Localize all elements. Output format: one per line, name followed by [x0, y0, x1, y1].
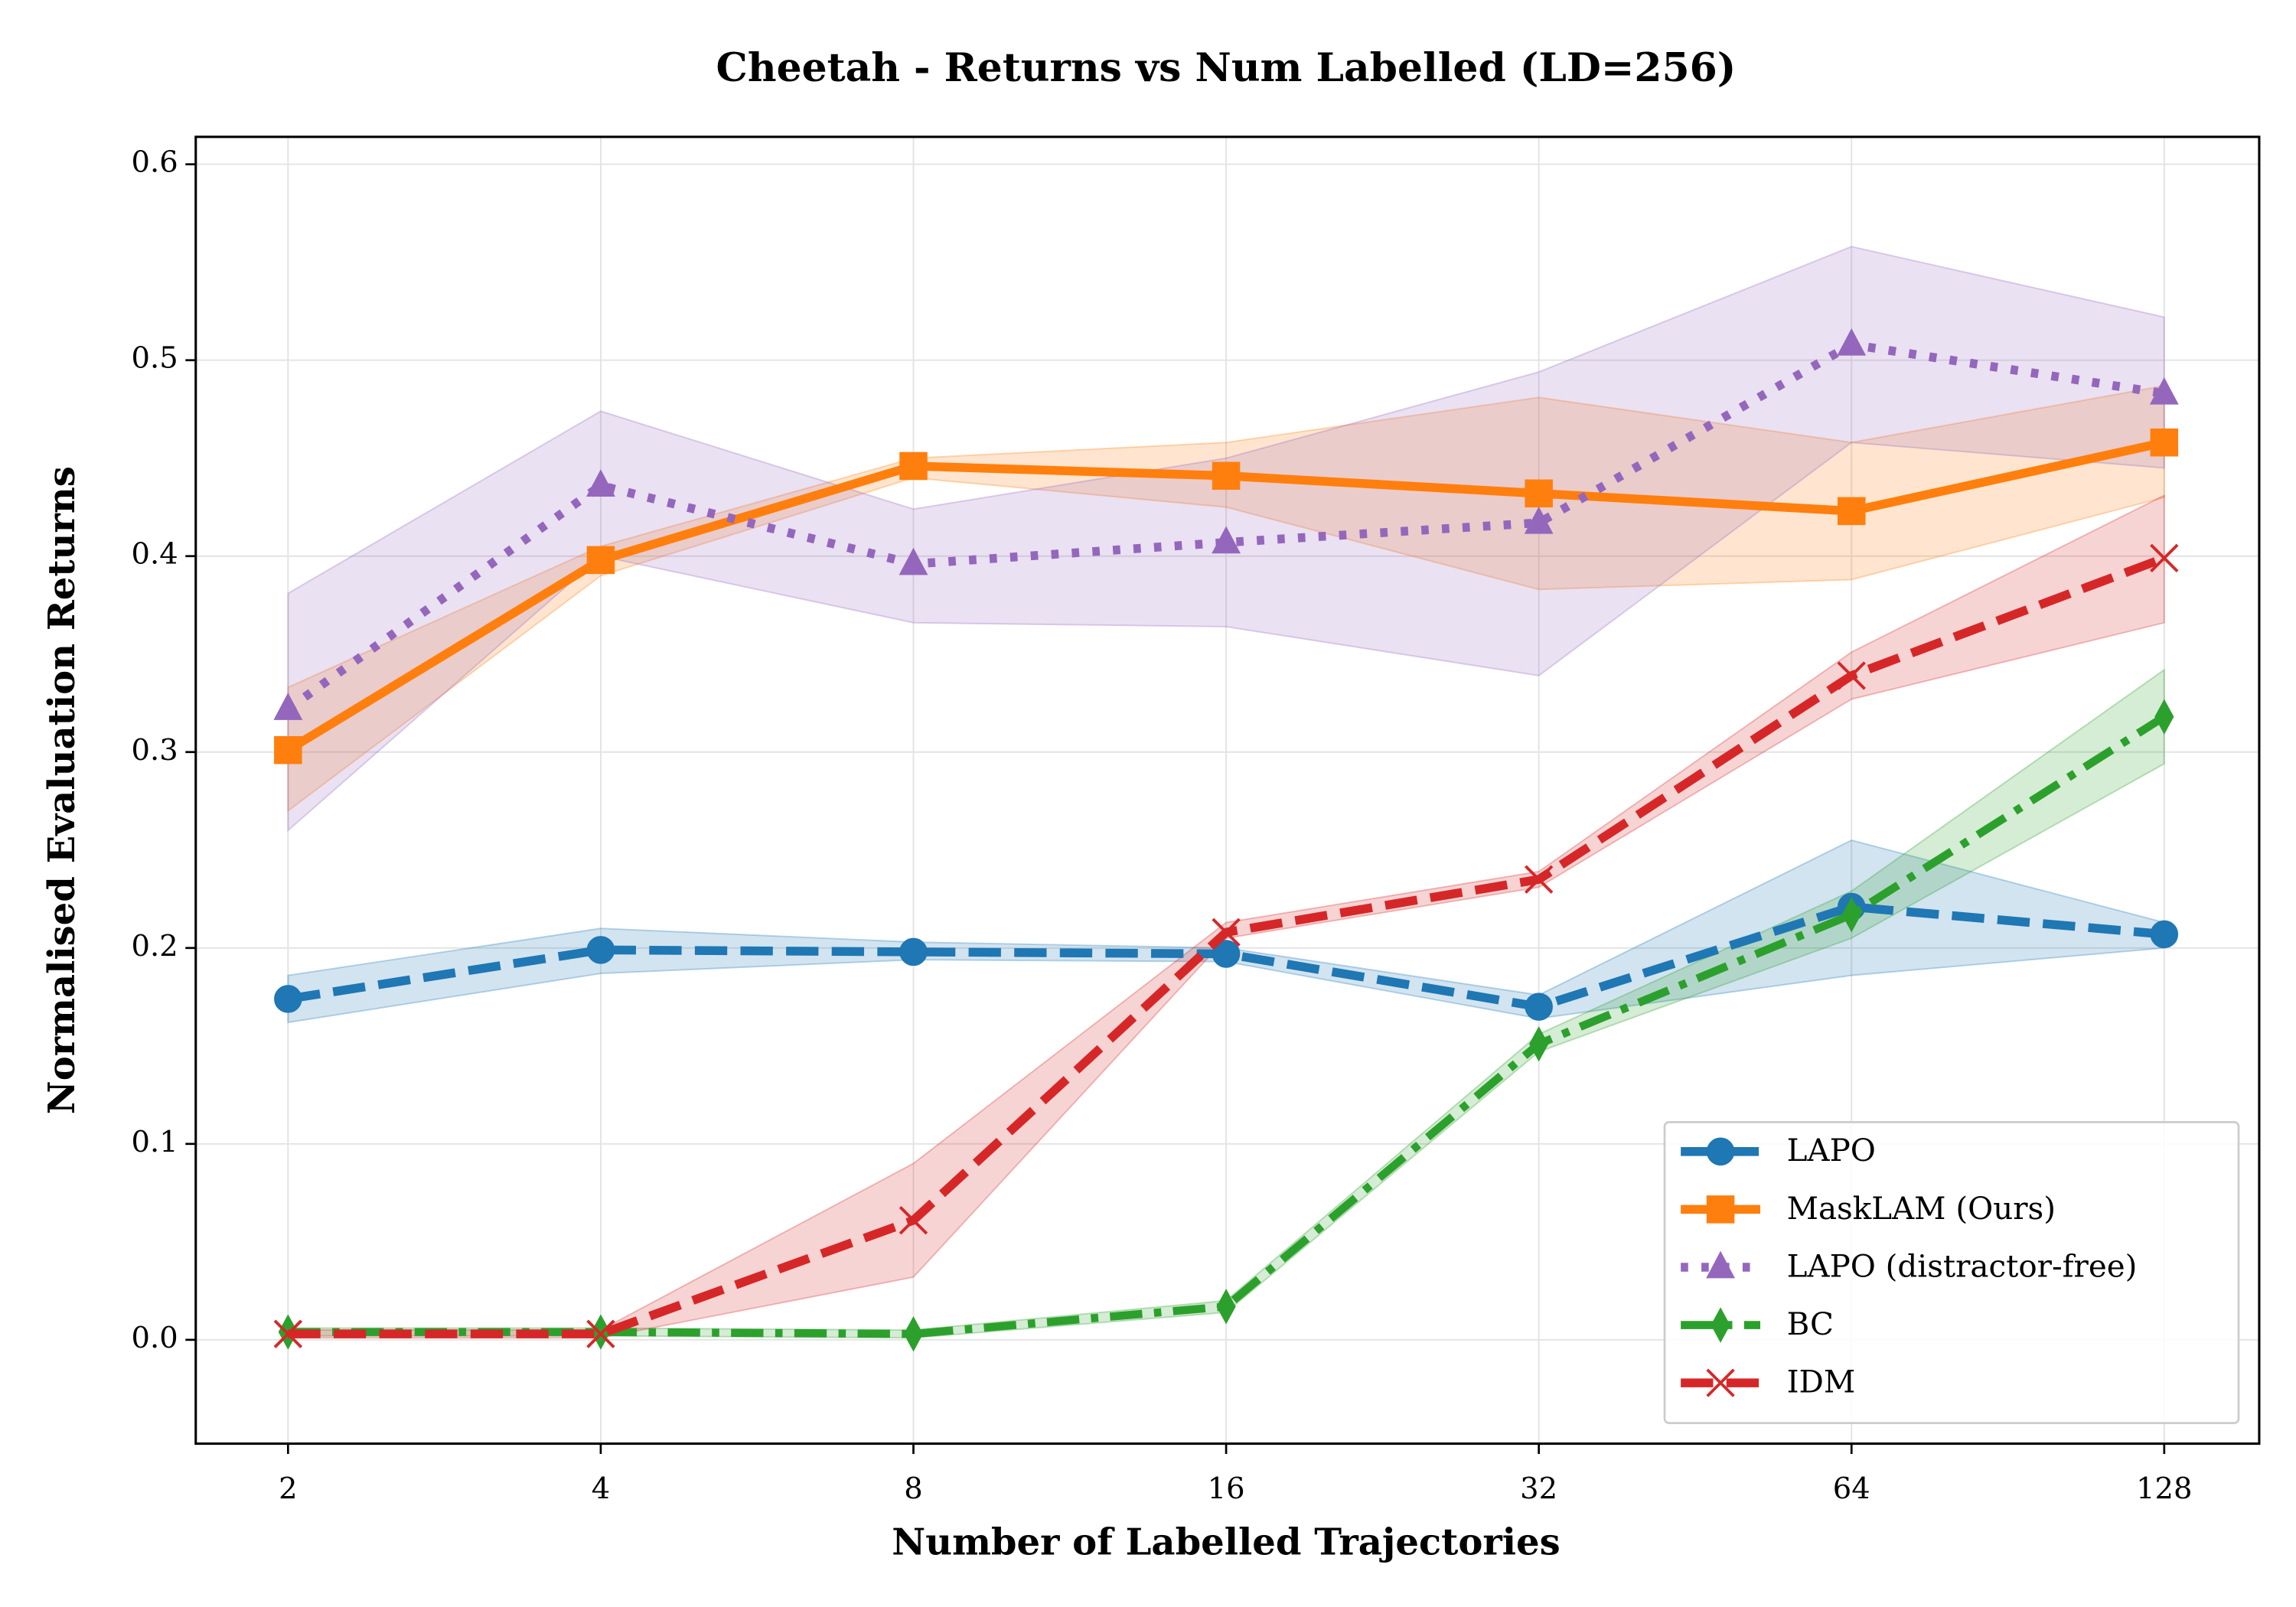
- legend: LAPO MaskLAM (Ours) LAPO (distractor-free)…: [1663, 1121, 2240, 1424]
- error-band: [287, 494, 2165, 1339]
- marker: [1216, 1289, 1236, 1325]
- x-axis-label: Number of Labelled Trajectories: [892, 1521, 1560, 1564]
- marker: [1706, 1368, 1735, 1397]
- marker: [899, 937, 928, 966]
- legend-label: MaskLAM (Ours): [1787, 1191, 2056, 1227]
- error-band: [287, 384, 2165, 813]
- legend-label: IDM: [1787, 1364, 1856, 1400]
- marker: [1212, 918, 1241, 947]
- y-axis-label: Normalised Evaluation Returns: [41, 466, 83, 1114]
- marker: [586, 936, 615, 964]
- x-tick-label: 4: [592, 1472, 610, 1506]
- y-tick-label: 0.3: [132, 733, 178, 768]
- y-tick-label: 0.4: [132, 537, 178, 572]
- legend-label: BC: [1787, 1306, 1834, 1342]
- marker: [2149, 376, 2179, 405]
- marker: [273, 1319, 303, 1348]
- marker: [1837, 497, 1866, 526]
- x-tick-label: 2: [279, 1472, 297, 1506]
- marker: [1524, 865, 1554, 894]
- marker: [2150, 543, 2179, 572]
- marker: [1711, 1307, 1730, 1343]
- marker: [2150, 428, 2179, 457]
- y-tick-label: 0.5: [132, 341, 178, 376]
- marker: [1837, 661, 1866, 690]
- marker: [586, 469, 615, 497]
- marker: [1525, 993, 1553, 1021]
- error-band: [287, 668, 2165, 1339]
- marker: [1706, 1195, 1735, 1224]
- y-tick-label: 0.6: [132, 145, 178, 180]
- legend-label: LAPO: [1787, 1133, 1876, 1169]
- marker: [2150, 920, 2179, 949]
- marker: [586, 546, 615, 575]
- marker: [586, 1319, 615, 1348]
- marker: [1212, 526, 1241, 554]
- x-tick-label: 64: [1833, 1472, 1870, 1506]
- marker: [274, 735, 302, 764]
- marker: [899, 1206, 928, 1235]
- marker: [1212, 940, 1241, 968]
- y-tick-label: 0.2: [132, 929, 178, 963]
- marker: [2154, 699, 2174, 735]
- marker: [273, 693, 303, 720]
- legend-frame: [1663, 1121, 2240, 1424]
- y-tick-label: 0.1: [132, 1125, 178, 1159]
- legend-label: LAPO (distractor-free): [1787, 1248, 2138, 1284]
- plot-frame: [194, 135, 2261, 1446]
- y-tick-label: 0.0: [132, 1321, 178, 1355]
- marker: [1529, 1026, 1549, 1062]
- marker: [1524, 506, 1554, 534]
- x-tick-label: 8: [904, 1472, 922, 1506]
- marker: [1837, 328, 1867, 356]
- marker: [899, 547, 928, 575]
- marker: [1841, 897, 1861, 933]
- lines: [273, 328, 2179, 1352]
- x-tick-label: 32: [1520, 1472, 1557, 1506]
- marker: [1525, 479, 1553, 508]
- marker: [903, 1316, 924, 1352]
- x-tick-label: 16: [1208, 1472, 1245, 1506]
- marker: [899, 451, 928, 481]
- x-tick-label: 128: [2136, 1472, 2192, 1506]
- marker: [274, 985, 302, 1013]
- marker: [1706, 1250, 1735, 1279]
- marker: [1212, 461, 1241, 491]
- chart-title: Cheetah - Returns vs Num Labelled (LD=25…: [716, 44, 1737, 91]
- marker: [1706, 1137, 1735, 1166]
